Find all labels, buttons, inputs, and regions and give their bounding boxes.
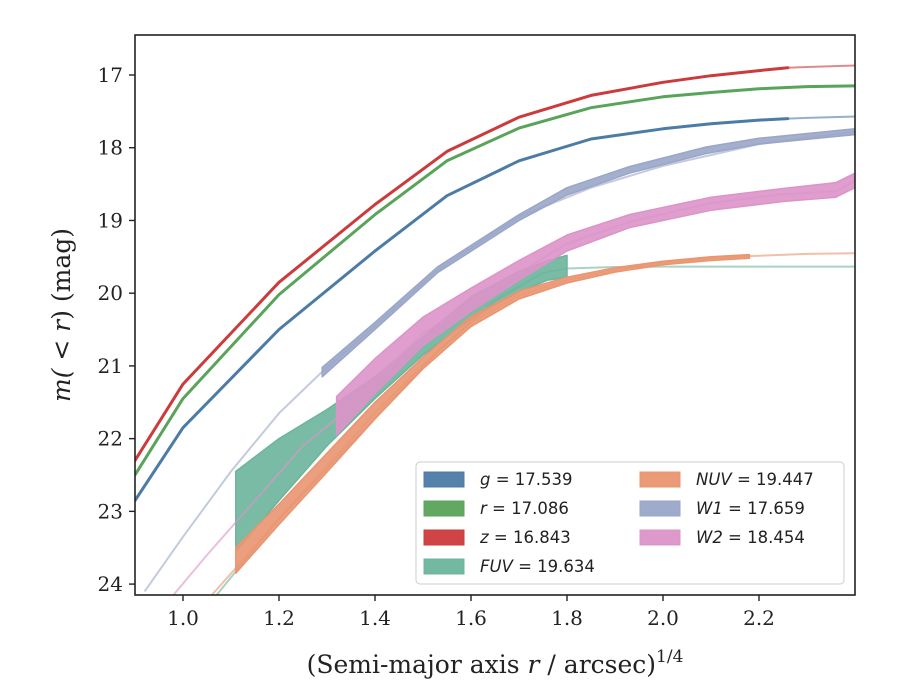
legend-label-r: r = 17.086 — [480, 499, 569, 518]
legend-swatch-w1 — [639, 500, 681, 517]
x-tick-label: 2.2 — [743, 606, 775, 630]
legend-box — [415, 461, 845, 585]
legend: g = 17.539 r = 17.086 z = 16.843 FUV = 19.6… — [415, 461, 845, 585]
x-tick-label: 1.6 — [455, 606, 487, 630]
series-w1-data-band — [321, 128, 855, 378]
x-tick-label: 2.0 — [647, 606, 679, 630]
y-tick-label: 23 — [98, 499, 123, 523]
y-axis-label: m( < r) (mag) — [47, 228, 76, 402]
x-tick-label: 1.2 — [263, 606, 295, 630]
series-r-data-curve — [135, 84, 855, 477]
y-tick-label: 21 — [98, 354, 123, 378]
legend-swatch-g — [423, 471, 465, 488]
legend-label-w2: W2 = 18.454 — [696, 528, 805, 547]
series-g-data-curve — [135, 117, 790, 502]
legend-label-g: g = 17.539 — [480, 470, 573, 489]
series-nuv-data-band — [235, 253, 751, 574]
series-w2-data-band — [335, 172, 855, 436]
x-axis-label: (Semi-major axis r / arcsec)1/4 — [307, 647, 684, 679]
y-tick-label: 20 — [98, 281, 123, 305]
legend-label-nuv: NUV = 19.447 — [696, 470, 814, 489]
legend-swatch-r — [423, 500, 465, 517]
plot-frame — [134, 34, 856, 596]
legend-swatch-z — [423, 529, 465, 546]
legend-swatch-fuv — [423, 558, 465, 575]
series-z-data-curve — [135, 66, 790, 462]
y-tick-label: 19 — [98, 208, 123, 232]
series-layer — [135, 64, 855, 595]
legend-items: g = 17.539 r = 17.086 z = 16.843 FUV = 19.6… — [423, 470, 814, 576]
tick-layer: 1.0 1.2 1.4 1.6 1.8 2.0 2.2 17 18 19 20 21 22 23 24 — [98, 63, 775, 630]
x-tick-label: 1.8 — [551, 606, 583, 630]
x-tick-label: 1.0 — [167, 606, 199, 630]
legend-label-w1: W1 = 17.659 — [696, 499, 805, 518]
y-tick-label: 18 — [98, 136, 123, 160]
legend-label-fuv: FUV = 19.634 — [480, 557, 595, 576]
y-tick-label: 17 — [98, 63, 123, 87]
y-tick-label: 22 — [98, 427, 123, 451]
series-z-model-curve — [135, 64, 855, 462]
legend-label-z: z = 16.843 — [479, 528, 571, 547]
y-tick-label: 24 — [98, 572, 123, 596]
x-tick-label: 1.4 — [359, 606, 391, 630]
legend-swatch-nuv — [639, 471, 681, 488]
legend-swatch-w2 — [639, 529, 681, 546]
